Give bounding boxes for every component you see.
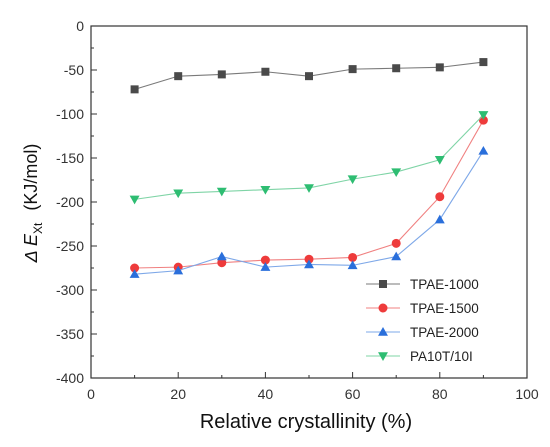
legend-item: TPAE-1000 xyxy=(366,277,479,292)
x-tick-label: 40 xyxy=(258,386,274,402)
x-tick-label: 60 xyxy=(345,386,361,402)
y-tick-label: -200 xyxy=(56,194,84,210)
data-point xyxy=(260,185,271,195)
y-tick-label: 0 xyxy=(76,18,84,34)
legend-label: TPAE-2000 xyxy=(410,325,479,340)
data-point xyxy=(129,195,140,205)
series-1 xyxy=(130,58,488,94)
y-axis-title-unit: (KJ/mol) xyxy=(21,144,41,211)
y-axis: 0 -50 -100 -150 -200 -250 -300 -350 -400 xyxy=(56,18,97,386)
data-point xyxy=(260,262,271,271)
legend: TPAE-1000 TPAE-1500 TPAE-2000 PA10T/10I xyxy=(366,277,479,364)
series-4 xyxy=(129,111,489,205)
data-point xyxy=(347,175,358,185)
data-point xyxy=(392,64,401,73)
series-2 xyxy=(130,115,488,273)
data-point xyxy=(304,254,314,264)
legend-item: TPAE-1500 xyxy=(366,301,479,316)
data-point xyxy=(348,65,357,74)
y-tick-label: -400 xyxy=(56,370,84,386)
data-point xyxy=(479,58,488,67)
data-point xyxy=(304,184,314,193)
y-tick-label: -50 xyxy=(64,62,84,78)
y-tick-label: -100 xyxy=(56,106,84,122)
data-point xyxy=(348,252,358,262)
data-point xyxy=(435,192,445,202)
data-point xyxy=(217,258,227,268)
y-tick-label: -250 xyxy=(56,238,84,254)
y-tick-label: -350 xyxy=(56,326,84,342)
data-point xyxy=(130,263,140,273)
data-point xyxy=(435,63,444,72)
legend-marker xyxy=(379,280,387,288)
y-axis-title: Δ EXt (KJ/mol) xyxy=(21,144,45,264)
legend-marker xyxy=(378,327,388,336)
y-tick-label: -150 xyxy=(56,150,84,166)
x-axis-title: Relative crystallinity (%) xyxy=(200,411,412,433)
data-point xyxy=(347,260,358,270)
legend-label: TPAE-1500 xyxy=(410,301,479,316)
legend-label: TPAE-1000 xyxy=(410,277,479,292)
data-point xyxy=(173,189,184,199)
data-point xyxy=(173,265,184,275)
data-point xyxy=(478,111,489,120)
y-axis-title-prefix: Δ E xyxy=(21,233,41,263)
data-point xyxy=(305,72,313,81)
x-tick-label: 20 xyxy=(170,386,186,402)
x-tick-label: 80 xyxy=(432,386,448,402)
legend-item: TPAE-2000 xyxy=(366,325,479,340)
x-axis: 0 20 40 60 80 100 xyxy=(87,372,539,402)
x-tick-label: 100 xyxy=(515,386,539,402)
data-point xyxy=(260,255,270,265)
data-point xyxy=(261,67,270,76)
data-point xyxy=(130,85,139,94)
legend-marker xyxy=(378,303,388,313)
series-layer xyxy=(129,58,489,278)
legend-marker xyxy=(378,352,388,361)
x-tick-label: 0 xyxy=(87,386,95,402)
series-line xyxy=(134,119,484,269)
data-point xyxy=(391,168,402,178)
data-point xyxy=(304,259,314,269)
data-point xyxy=(434,214,445,224)
data-point xyxy=(434,156,445,165)
data-point xyxy=(216,251,227,261)
legend-label: PA10T/10I xyxy=(410,349,473,364)
data-point xyxy=(391,251,402,261)
y-tick-label: -300 xyxy=(56,282,84,298)
data-point xyxy=(478,146,489,155)
data-point xyxy=(391,238,401,248)
legend-item: PA10T/10I xyxy=(366,349,473,364)
data-point xyxy=(174,72,183,81)
data-point xyxy=(129,269,140,278)
data-point xyxy=(216,187,227,197)
data-point xyxy=(217,70,226,79)
series-3 xyxy=(129,146,489,278)
y-axis-title-subscript: Xt xyxy=(31,222,45,234)
